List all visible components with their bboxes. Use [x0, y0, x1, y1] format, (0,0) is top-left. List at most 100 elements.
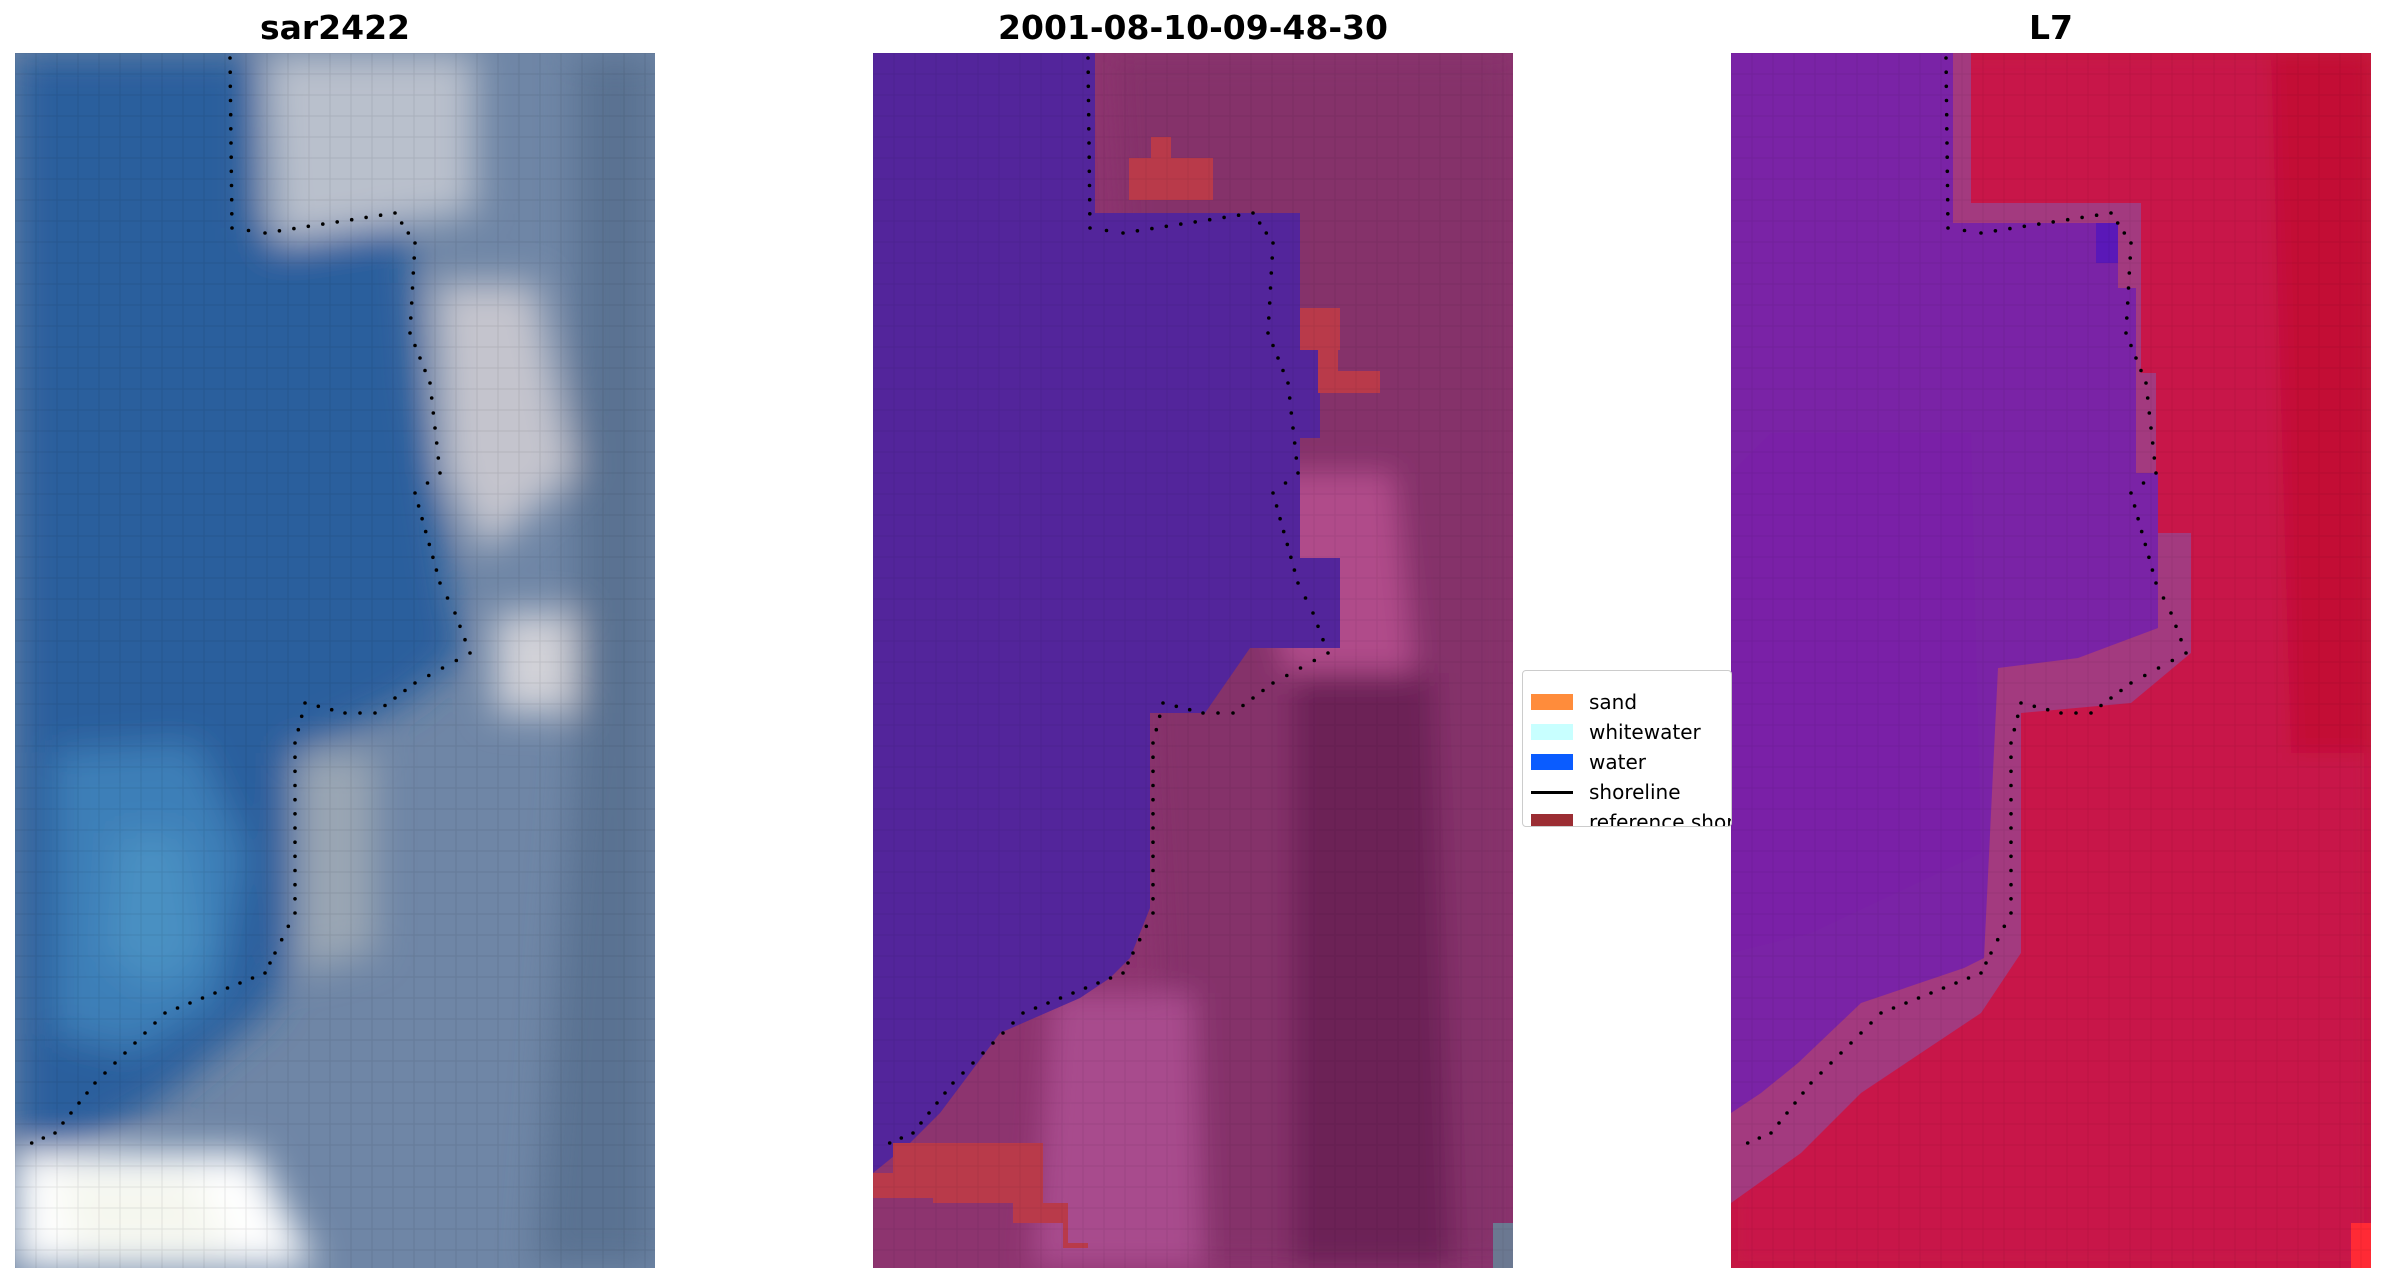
shoreline-dot — [1859, 1031, 1863, 1035]
shoreline-dot — [1087, 127, 1091, 131]
shoreline-dot — [1086, 98, 1091, 103]
shoreline-dot — [431, 555, 435, 560]
shoreline-dot — [1271, 681, 1275, 685]
shoreline-dot — [2132, 504, 2137, 508]
shoreline-dot — [1161, 701, 1165, 705]
shoreline-dot — [143, 1031, 147, 1035]
shoreline-dot — [2127, 271, 2132, 275]
shoreline-dot — [463, 637, 467, 642]
shoreline-dot — [1276, 356, 1280, 360]
shoreline-dot — [2008, 226, 2012, 231]
shoreline-dot — [406, 231, 411, 235]
shoreline-dot — [2109, 696, 2113, 700]
shoreline-dot — [413, 241, 417, 245]
shoreline-dot — [1088, 212, 1092, 216]
shoreline-dot — [358, 711, 362, 715]
shoreline-dot — [93, 1081, 97, 1085]
shoreline-dot — [2009, 783, 2013, 788]
shoreline-dot — [899, 1136, 904, 1140]
shoreline-dot — [428, 381, 432, 385]
shoreline-dot — [1046, 1001, 1050, 1005]
shoreline-dot — [1278, 516, 1282, 521]
shoreline-dot — [293, 882, 297, 887]
panel-title-index: L7 — [2029, 8, 2073, 47]
shoreline-dot — [453, 611, 457, 615]
shoreline-dot — [263, 971, 267, 975]
shoreline-dot — [2089, 711, 2093, 715]
shoreline-dots — [1745, 56, 2188, 1145]
shoreline-dot — [2009, 840, 2013, 844]
shoreline-dot — [429, 396, 434, 400]
shoreline-dot — [1131, 951, 1135, 955]
shoreline-dot — [1945, 169, 1950, 174]
shoreline-dot — [2009, 882, 2013, 887]
shoreline-dot — [1292, 441, 1297, 445]
shoreline-dot — [2139, 529, 2144, 534]
shoreline-dot — [1869, 1021, 1873, 1025]
legend-item-shoreline: shoreline — [1531, 779, 1681, 805]
shoreline-dot — [293, 769, 297, 774]
shoreline-dot — [1151, 797, 1155, 802]
shoreline-dot — [423, 368, 427, 373]
shoreline-dot — [2019, 701, 2023, 705]
shoreline-dot — [1264, 231, 1269, 235]
shoreline-dot — [153, 1021, 157, 1025]
shoreline-dot — [1298, 666, 1303, 670]
shoreline-dot — [1058, 996, 1063, 1000]
shoreline-dot — [427, 542, 432, 547]
shoreline-dot — [1945, 127, 1949, 131]
shoreline-dot — [1995, 937, 2000, 942]
shoreline-dot — [1011, 1021, 1015, 1025]
shoreline-dot — [943, 1091, 947, 1095]
shoreline-dot — [133, 1041, 137, 1045]
shoreline-dot — [349, 217, 354, 222]
index-image-panel — [1731, 53, 2371, 1268]
shoreline-dot — [1086, 84, 1091, 89]
shoreline-dot — [409, 301, 414, 305]
shoreline-dot — [1916, 996, 1921, 1000]
shoreline-dot — [2009, 868, 2013, 873]
shoreline-dot — [1071, 991, 1075, 995]
shoreline-dot — [2015, 714, 2020, 719]
shoreline-dot — [991, 1041, 995, 1045]
legend-label-water: water — [1589, 750, 1646, 774]
shoreline-dot — [410, 286, 415, 290]
shoreline-dot — [434, 441, 439, 445]
shoreline-dot — [293, 741, 297, 745]
shoreline-dot — [2129, 343, 2133, 348]
shoreline-dot — [393, 211, 397, 215]
shoreline-dots — [887, 56, 1330, 1145]
shoreline-dot — [2143, 673, 2147, 678]
shoreline-dot — [364, 215, 368, 220]
shoreline-dot — [2009, 812, 2013, 816]
shoreline-dot — [293, 911, 297, 915]
shoreline-dot — [1121, 971, 1125, 975]
legend-item-water: water — [1531, 749, 1646, 775]
shoreline-dot — [293, 797, 297, 802]
shoreline-dot — [911, 1131, 915, 1135]
shoreline-dot — [228, 98, 233, 103]
shoreline-dot — [1104, 228, 1109, 233]
shoreline-dot — [2009, 911, 2013, 915]
shoreline-dot — [2065, 217, 2070, 222]
shoreline-dot — [2134, 356, 2138, 360]
shoreline-dot — [1296, 581, 1300, 585]
shoreline-dot — [2124, 331, 2128, 335]
shoreline-dot — [1989, 951, 1993, 955]
shoreline-dot — [163, 1011, 167, 1015]
legend-label-whitewater: whitewater — [1589, 720, 1701, 744]
shoreline-dot — [1151, 854, 1155, 859]
shoreline-dot — [1174, 704, 1179, 709]
shoreline-dot — [409, 316, 413, 320]
shoreline-dot — [1285, 673, 1289, 678]
index-image — [1731, 53, 2371, 1268]
shoreline-dot — [416, 504, 421, 508]
legend-item-whitewater: whitewater — [1531, 719, 1701, 745]
shoreline-dot — [2147, 555, 2151, 560]
shoreline-dot — [103, 1071, 107, 1075]
shoreline-dot — [277, 229, 282, 233]
shoreline-dot — [887, 1141, 892, 1145]
shoreline-dot — [1879, 1011, 1883, 1015]
shoreline-dot — [981, 1051, 985, 1055]
shoreline-dot — [229, 183, 234, 188]
